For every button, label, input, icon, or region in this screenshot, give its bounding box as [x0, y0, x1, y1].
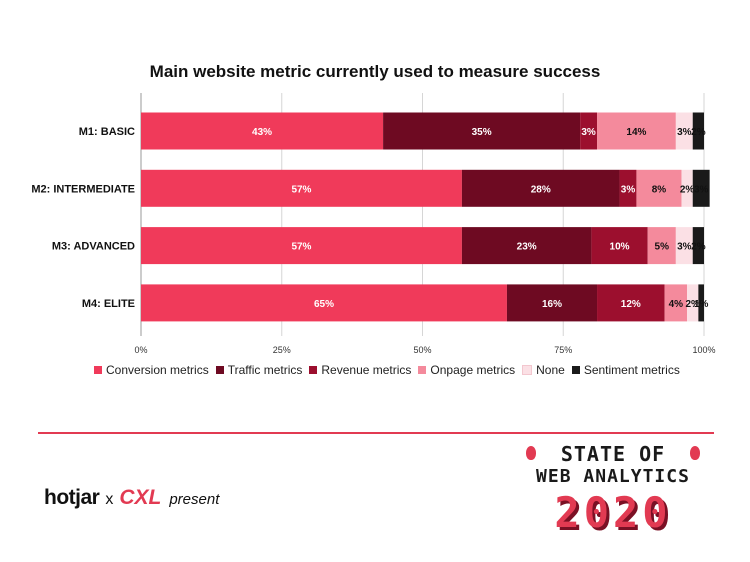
bar-segment: [591, 227, 648, 265]
bar-segment: [675, 227, 693, 265]
data-label: 3%: [677, 242, 692, 253]
legend-swatch: [94, 366, 102, 374]
bar-segment: [647, 227, 676, 265]
data-label: 10%: [610, 242, 630, 253]
bar-segment: [664, 284, 688, 322]
bar-segment: [692, 169, 710, 207]
chart-legend: Conversion metrics Traffic metrics Revenue…: [94, 363, 687, 377]
bar-segment: [636, 169, 682, 207]
hotjar-logo: hotjar: [44, 486, 100, 509]
bar-segment: [698, 284, 704, 322]
data-label: 16%: [542, 299, 562, 310]
badge-title-line2: WEB ANALYTICS: [536, 466, 690, 487]
legend-swatch: [571, 366, 580, 374]
legend-label: None: [536, 363, 565, 377]
data-label: 3%: [677, 127, 692, 138]
bar-segment: [141, 227, 462, 265]
legend-item: Revenue metrics: [309, 363, 411, 377]
data-label: 2%: [680, 184, 695, 195]
state-of-web-analytics-badge: STATE OF WEB ANALYTICS 2020: [512, 440, 714, 542]
legend-label: Sentiment metrics: [583, 363, 680, 377]
x-tick-label: 75%: [554, 345, 572, 355]
data-label: 2%: [691, 242, 706, 253]
bar-segment: [141, 112, 384, 150]
data-label: 3%: [694, 184, 709, 195]
category-label: M1: BASIC: [79, 126, 135, 138]
bar-segment: [461, 169, 620, 207]
bar-segment: [580, 112, 598, 150]
category-label: M2: INTERMEDIATE: [31, 183, 135, 195]
data-label: 3%: [581, 127, 596, 138]
bar-segment: [141, 169, 462, 207]
times-symbol: x: [105, 491, 114, 508]
chart-title: Main website metric currently used to me…: [149, 62, 601, 81]
flame-icon: [690, 446, 700, 460]
present-text: present: [169, 491, 220, 508]
legend-swatch: [215, 366, 224, 374]
data-label: 12%: [621, 299, 641, 310]
legend-item: None: [522, 363, 565, 377]
divider-line: [38, 432, 714, 434]
data-label: 4%: [669, 299, 684, 310]
bar-segment: [692, 112, 704, 150]
badge-year: 2020: [554, 488, 672, 537]
bar-segment: [383, 112, 581, 150]
flame-icon: [526, 446, 536, 460]
data-label: 35%: [472, 127, 492, 138]
stacked-bar-chart: 0% 25% 50% 75% 100%M1: BASIC 43% 35% 3% 14% 3% 2%M…: [31, 93, 716, 355]
data-label: 3%: [621, 184, 636, 195]
bar-segment: [675, 112, 693, 150]
data-label: 57%: [291, 184, 311, 195]
x-tick-label: 0%: [134, 345, 147, 355]
bar-segment: [461, 227, 592, 265]
badge-title-line1: STATE OF: [560, 442, 666, 466]
category-label: M3: ADVANCED: [52, 241, 135, 253]
bar-segment: [681, 169, 693, 207]
data-label: 43%: [252, 127, 272, 138]
x-tick-label: 25%: [273, 345, 291, 355]
bar-segment: [692, 227, 704, 265]
legend-label: Conversion metrics: [106, 363, 209, 377]
data-label: 2%: [691, 127, 706, 138]
legend-item: Conversion metrics: [94, 363, 209, 377]
legend-swatch: [418, 366, 427, 374]
category-label: M4: ELITE: [82, 298, 135, 310]
bar-segment: [141, 284, 507, 322]
bar-segment: [597, 284, 665, 322]
data-label: 28%: [531, 184, 551, 195]
data-label: 65%: [314, 299, 334, 310]
brand-footer: hotjar x CXL present: [44, 486, 219, 510]
x-tick-label: 50%: [413, 345, 431, 355]
data-label: 1%: [694, 299, 709, 310]
data-label: 2%: [686, 299, 701, 310]
legend-swatch: [522, 365, 533, 375]
legend-swatch: [309, 366, 318, 374]
bar-segment: [597, 112, 676, 150]
bar-segment: [506, 284, 598, 322]
legend-label: Traffic metrics: [227, 363, 303, 377]
data-label: 57%: [291, 242, 311, 253]
data-label: 23%: [517, 242, 537, 253]
cxl-logo: CXL: [119, 486, 162, 509]
bar-segment: [619, 169, 637, 207]
data-label: 5%: [655, 242, 670, 253]
bar-segment: [687, 284, 699, 322]
legend-item: Traffic metrics: [215, 363, 303, 377]
data-label: 8%: [652, 184, 667, 195]
x-tick-label: 100%: [692, 345, 715, 355]
legend-label: Onpage metrics: [430, 363, 516, 377]
legend-item: Onpage metrics: [418, 363, 515, 377]
legend-item: Sentiment metrics: [571, 363, 680, 377]
legend-label: Revenue metrics: [321, 363, 412, 377]
data-label: 14%: [626, 127, 646, 138]
